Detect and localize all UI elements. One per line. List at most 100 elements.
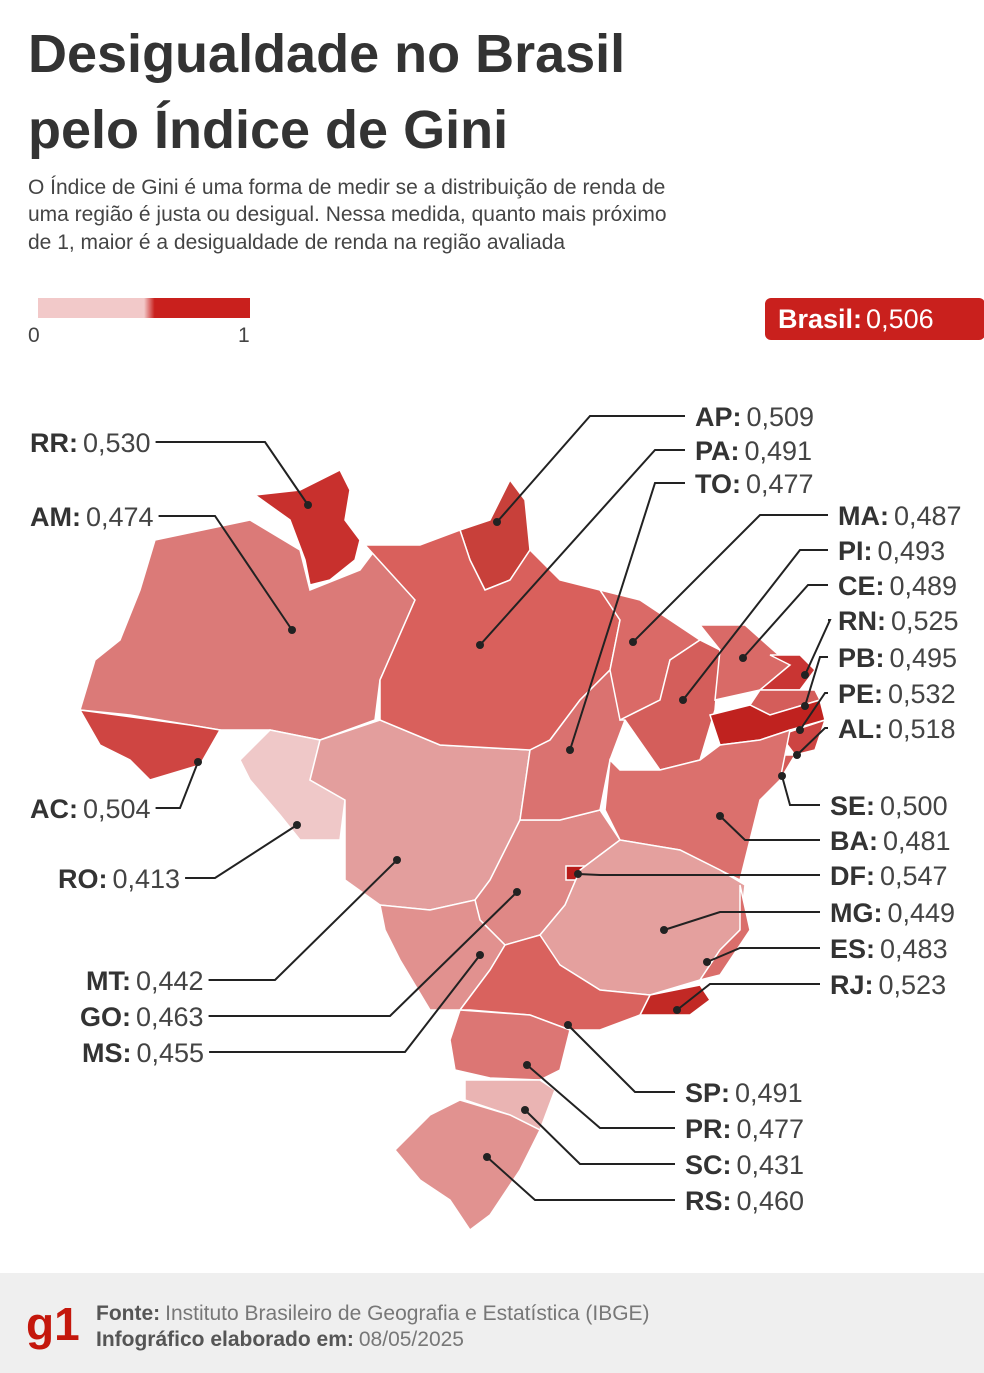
state-label: CE: 0,489 (838, 571, 957, 601)
state-value: 0,477 (737, 1114, 805, 1144)
state-value: 0,483 (880, 934, 948, 964)
leader-dot (476, 951, 484, 959)
leader-line (208, 859, 398, 981)
leader-dot (513, 888, 521, 896)
leader-line (781, 775, 820, 806)
state-label: RS: 0,460 (685, 1186, 804, 1216)
date-label: Infográfico elaborado em: (96, 1328, 354, 1351)
leader-line (719, 815, 820, 841)
title: pelo Índice de Gini (28, 100, 508, 160)
leader-line (155, 761, 199, 809)
state (393, 1099, 542, 1232)
logo: g1 (26, 1298, 80, 1350)
state-code: MA: (838, 501, 889, 531)
state-code: MS: (82, 1038, 132, 1068)
state-value: 0,509 (747, 402, 815, 432)
state-code: AP: (695, 402, 742, 432)
source: Fonte: Instituto Brasileiro de Geografia … (96, 1302, 650, 1325)
state-value: 0,431 (737, 1150, 805, 1180)
state-value: 0,523 (879, 970, 947, 1000)
national-label: Brasil: 0,506 (778, 304, 934, 334)
leader-line (185, 824, 298, 879)
state-label: DF: 0,547 (830, 861, 948, 891)
subtitle: de 1, maior é a desigualdade de renda na… (28, 231, 565, 254)
leader-line (155, 441, 309, 506)
state-value: 0,491 (745, 436, 813, 466)
legend-bar (38, 298, 250, 318)
state-label: PA: 0,491 (695, 436, 812, 466)
state-value: 0,504 (83, 794, 151, 824)
leader-dot (703, 958, 711, 966)
state-label: MA: 0,487 (838, 501, 962, 531)
state-label: BA: 0,481 (830, 826, 951, 856)
date: Infográfico elaborado em: 08/05/2025 (96, 1328, 464, 1351)
state-code: RS: (685, 1186, 732, 1216)
state-value: 0,474 (86, 502, 154, 532)
state (252, 468, 361, 586)
state-code: AM: (30, 502, 81, 532)
state-label: RN: 0,525 (838, 606, 959, 636)
leader-dot (801, 702, 809, 710)
national-value: 0,506 (866, 304, 934, 334)
leader-dot (801, 671, 809, 679)
leader-dot (739, 654, 747, 662)
state-code: SP: (685, 1078, 730, 1108)
state (778, 718, 827, 756)
state-label: AM: 0,474 (30, 502, 154, 532)
state-label: RJ: 0,523 (830, 970, 946, 1000)
leader-dot (564, 1021, 572, 1029)
leader-line (158, 515, 293, 631)
leader-dot (778, 772, 786, 780)
leader-line (569, 482, 685, 751)
leader-dot (304, 501, 312, 509)
state-label: PI: 0,493 (838, 536, 945, 566)
state-code: PB: (838, 643, 885, 673)
date-text: 08/05/2025 (359, 1328, 464, 1351)
state-value: 0,481 (883, 826, 951, 856)
leader-line (209, 954, 481, 1053)
leader-dot (793, 751, 801, 759)
subtitle: O Índice de Gini é uma forma de medir se… (28, 176, 665, 199)
state-value: 0,449 (887, 898, 955, 928)
state-value: 0,518 (888, 714, 956, 744)
state-label: ES: 0,483 (830, 934, 948, 964)
state-value: 0,493 (878, 536, 946, 566)
leader-line (632, 514, 828, 643)
leader-dot (679, 696, 687, 704)
state-label: SC: 0,431 (685, 1150, 804, 1180)
state-code: CE: (838, 571, 885, 601)
state-code: PI: (838, 536, 873, 566)
leader-dot (493, 518, 501, 526)
leader-dot (566, 746, 574, 754)
leader-dot (574, 870, 582, 878)
state (78, 709, 222, 781)
state-value: 0,442 (136, 966, 204, 996)
leader-line (526, 1064, 675, 1129)
leader-dot (629, 638, 637, 646)
leader-line (479, 449, 685, 646)
legend-max: 1 (238, 324, 250, 347)
title: Desigualdade no Brasil (28, 24, 625, 84)
leader-line (706, 947, 820, 963)
state-code: AC: (30, 794, 78, 824)
leader-dot (194, 758, 202, 766)
callouts: RR: 0,530 AM: 0,474 AC: 0,504 RO: 0,413 MT: 0,442… (30, 402, 962, 1216)
state-code: PR: (685, 1114, 732, 1144)
leader-line (804, 619, 832, 676)
source-text: Instituto Brasileiro de Geografia e Esta… (165, 1302, 649, 1325)
state-label: AL: 0,518 (838, 714, 956, 744)
state-code: BA: (830, 826, 878, 856)
leader-dot (660, 926, 668, 934)
subtitle: uma região é justa ou desigual. Nessa me… (28, 203, 667, 226)
leader-line (799, 692, 828, 731)
state-code: TO: (695, 469, 741, 499)
state-value: 0,495 (890, 643, 958, 673)
state-label: RR: 0,530 (30, 428, 151, 458)
footer-bg (0, 1273, 984, 1373)
state-value: 0,413 (113, 864, 181, 894)
state-label: TO: 0,477 (695, 469, 814, 499)
source-label: Fonte: (96, 1302, 160, 1325)
leader-dot (796, 726, 804, 734)
state-label: PE: 0,532 (838, 679, 956, 709)
state-label: MS: 0,455 (82, 1038, 204, 1068)
